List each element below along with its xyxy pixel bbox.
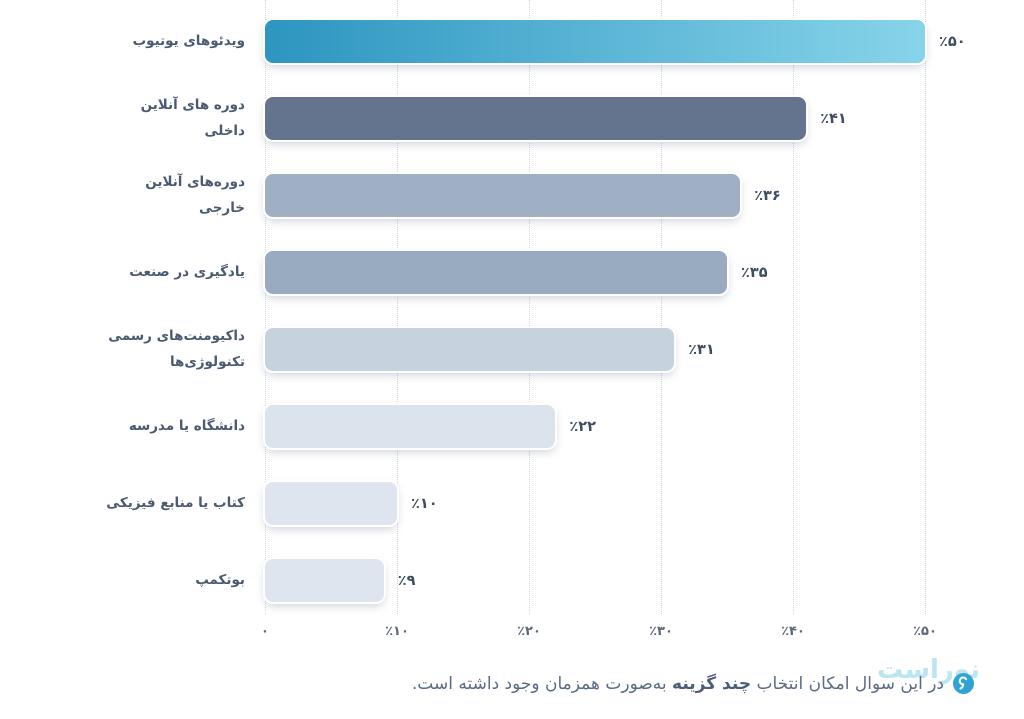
footnote-bold: چند گزینه xyxy=(672,673,752,694)
value-label: ٪۱۰ xyxy=(411,495,438,512)
bar-rows: ویدئوهای یوتیوب ٪۵۰ دوره های آنلاین داخل… xyxy=(0,3,1024,619)
footnote: در این سوال امکان انتخاب چند گزینه به‌صو… xyxy=(412,673,974,694)
bar-track: ٪۳۶ xyxy=(265,174,925,217)
category-label: دوره‌های آنلاین خارجی xyxy=(145,173,245,216)
note-bullet-icon xyxy=(953,673,974,694)
gridline-0 xyxy=(265,0,266,614)
category-label: داکیومنت‌های رسمی تکنولوژی‌ها xyxy=(108,327,245,370)
bar xyxy=(265,328,675,371)
category-label: دوره های آنلاین داخلی xyxy=(140,96,245,139)
value-label: ٪۳۵ xyxy=(741,264,768,281)
category-label: دانشگاه یا مدرسه xyxy=(128,417,245,434)
footnote-prefix: در این سوال امکان انتخاب xyxy=(751,673,944,694)
table-row: بوتکمپ ٪۹ xyxy=(0,542,1024,619)
value-label: ٪۵۰ xyxy=(939,33,966,50)
gridline-10 xyxy=(397,0,398,614)
bar xyxy=(265,482,397,525)
bar xyxy=(265,405,556,448)
x-tick-40: ٪۴۰ xyxy=(781,624,805,639)
gridlines xyxy=(265,0,926,614)
bar-track: ٪۵۰ xyxy=(265,20,966,63)
x-axis: ۰ ٪۱۰ ٪۲۰ ٪۳۰ ٪۴۰ ٪۵۰ xyxy=(261,624,937,644)
footnote-text: در این سوال امکان انتخاب چند گزینه به‌صو… xyxy=(412,674,944,694)
footnote-suffix: به‌صورت همزمان وجود داشته است. xyxy=(411,673,673,694)
category-label: بوتکمپ xyxy=(195,571,245,588)
x-tick-50: ٪۵۰ xyxy=(913,624,937,639)
bar-chart: ویدئوهای یوتیوب ٪۵۰ دوره های آنلاین داخل… xyxy=(0,0,1024,639)
bar xyxy=(265,559,384,602)
value-label: ٪۳۱ xyxy=(688,341,715,358)
category-label: یادگیری در صنعت xyxy=(129,263,245,280)
table-row: کتاب یا منابع فیزیکی ٪۱۰ xyxy=(0,465,1024,542)
table-row: دوره‌های آنلاین خارجی ٪۳۶ xyxy=(0,157,1024,234)
category-label: کتاب یا منابع فیزیکی xyxy=(106,494,245,511)
value-label: ٪۲۲ xyxy=(569,418,596,435)
bar-track: ٪۳۱ xyxy=(265,328,925,371)
bar xyxy=(265,174,741,217)
table-row: یادگیری در صنعت ٪۳۵ xyxy=(0,234,1024,311)
bar xyxy=(265,97,807,140)
gridline-40 xyxy=(793,0,794,614)
x-tick-20: ٪۲۰ xyxy=(517,624,541,639)
x-tick-0: ۰ xyxy=(261,624,269,639)
bar xyxy=(265,251,727,294)
table-row: داکیومنت‌های رسمی تکنولوژی‌ها ٪۳۱ xyxy=(0,311,1024,388)
gridline-30 xyxy=(661,0,662,614)
gridline-20 xyxy=(529,0,530,614)
bar-track: ٪۴۱ xyxy=(265,97,925,140)
bar-track: ٪۲۲ xyxy=(265,405,925,448)
x-tick-30: ٪۳۰ xyxy=(649,624,673,639)
value-label: ٪۹ xyxy=(397,572,416,589)
value-label: ٪۴۱ xyxy=(820,110,847,127)
category-label: ویدئوهای یوتیوب xyxy=(132,32,245,49)
gridline-50 xyxy=(925,0,926,614)
table-row: دانشگاه یا مدرسه ٪۲۲ xyxy=(0,388,1024,465)
bar-track: ٪۹ xyxy=(265,559,925,602)
value-label: ٪۳۶ xyxy=(754,187,781,204)
table-row: دوره های آنلاین داخلی ٪۴۱ xyxy=(0,80,1024,157)
table-row: ویدئوهای یوتیوب ٪۵۰ xyxy=(0,3,1024,80)
x-tick-10: ٪۱۰ xyxy=(385,624,409,639)
bar-track: ٪۳۵ xyxy=(265,251,925,294)
bar xyxy=(265,20,925,63)
bar-track: ٪۱۰ xyxy=(265,482,925,525)
